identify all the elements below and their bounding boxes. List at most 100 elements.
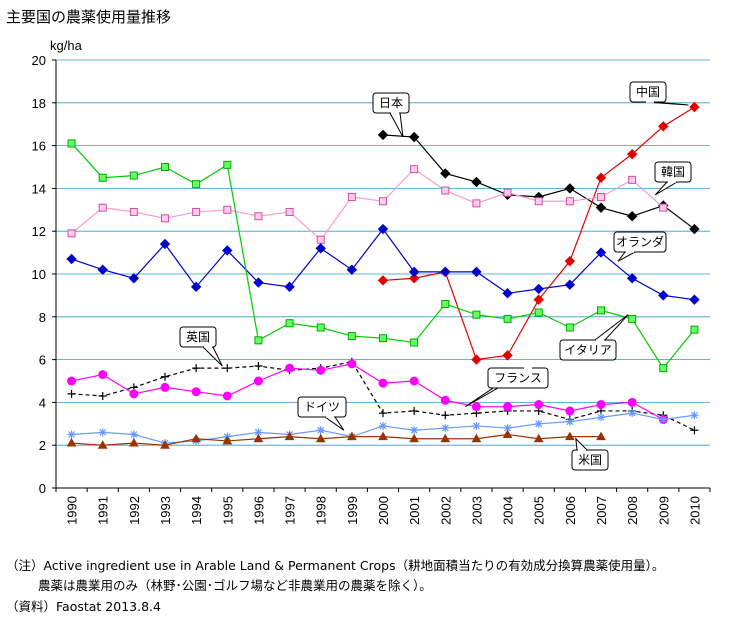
callout-box xyxy=(559,339,617,361)
data-point xyxy=(626,273,638,284)
series-line xyxy=(71,433,601,446)
data-point xyxy=(253,277,264,288)
x-tick-label: 2000 xyxy=(376,496,391,525)
data-point xyxy=(377,129,389,141)
data-point xyxy=(222,435,233,445)
series-4 xyxy=(66,223,700,305)
series-label-callout: フランス xyxy=(465,367,549,408)
data-point xyxy=(659,415,668,424)
series-label-callout: イタリア xyxy=(559,314,629,361)
data-point xyxy=(626,148,638,160)
data-point xyxy=(471,433,482,443)
data-point xyxy=(346,431,357,441)
data-point xyxy=(98,428,107,437)
data-point xyxy=(565,406,575,416)
data-point xyxy=(659,364,668,373)
data-point xyxy=(378,378,388,388)
data-point xyxy=(597,192,605,201)
data-point xyxy=(626,211,638,222)
data-point xyxy=(595,247,607,258)
data-point xyxy=(67,430,76,439)
data-point xyxy=(97,440,108,449)
data-point xyxy=(534,197,543,206)
data-point xyxy=(628,409,637,418)
data-point xyxy=(409,433,420,443)
data-point xyxy=(315,243,326,254)
data-point xyxy=(254,362,263,371)
data-point xyxy=(409,376,419,386)
series-label-callout: ドイツ xyxy=(297,396,347,431)
data-point xyxy=(533,294,544,305)
series-label-callout: 英国 xyxy=(179,326,223,367)
series-label-callout: 日本 xyxy=(372,92,410,138)
data-point xyxy=(284,281,295,293)
data-point xyxy=(564,279,576,290)
data-point xyxy=(192,364,201,373)
data-point xyxy=(316,323,325,332)
data-point xyxy=(503,424,512,433)
data-point xyxy=(128,273,140,284)
line-chart: 0 2 4 6 8 10 12 14 16 18 20 kg/ha 1990 1991 1992 1993 19… xyxy=(32,38,711,525)
y-axis-label: kg/ha xyxy=(50,38,83,53)
y-tick-label: 18 xyxy=(32,96,46,111)
data-point xyxy=(66,438,77,447)
callout-box xyxy=(487,367,549,389)
data-point xyxy=(597,413,605,422)
data-point xyxy=(564,255,576,267)
x-tick-label: 1994 xyxy=(189,496,204,525)
data-point xyxy=(284,431,295,441)
data-point xyxy=(254,336,263,345)
data-point xyxy=(690,325,699,334)
data-point xyxy=(628,314,637,323)
data-point xyxy=(408,266,420,278)
series-label: 英国 xyxy=(186,330,210,344)
data-point xyxy=(128,438,139,447)
data-point xyxy=(191,387,201,397)
data-point xyxy=(192,180,201,189)
data-point xyxy=(129,430,138,439)
data-point xyxy=(628,175,637,184)
data-point xyxy=(191,433,202,443)
data-point xyxy=(408,273,420,284)
callout-box xyxy=(179,326,217,348)
data-point xyxy=(503,402,513,412)
x-tick-label: 2003 xyxy=(469,496,484,525)
y-tick-label: 14 xyxy=(32,181,46,196)
data-point xyxy=(410,406,419,415)
data-point xyxy=(223,205,232,214)
data-point xyxy=(161,214,169,223)
data-point xyxy=(347,332,356,341)
data-point xyxy=(316,426,325,435)
data-point xyxy=(129,171,138,180)
data-point xyxy=(377,223,389,235)
data-point xyxy=(253,433,264,443)
data-point xyxy=(346,264,358,275)
x-tick-label: 1992 xyxy=(127,496,142,525)
y-tick-label: 10 xyxy=(32,267,46,282)
data-point xyxy=(597,306,605,315)
data-point xyxy=(410,165,419,174)
data-point xyxy=(689,223,700,235)
data-point xyxy=(98,203,107,212)
data-point xyxy=(97,264,108,275)
series-label-callout: 米国 xyxy=(571,437,609,471)
data-point xyxy=(377,275,389,286)
x-tick-label: 2005 xyxy=(532,496,547,525)
data-point xyxy=(378,431,388,441)
series-label: 中国 xyxy=(636,84,660,99)
data-point xyxy=(658,121,669,132)
data-point xyxy=(595,202,607,213)
data-point xyxy=(503,314,512,323)
y-tick-label: 16 xyxy=(32,139,46,154)
data-point xyxy=(472,421,481,430)
data-point xyxy=(689,294,700,305)
data-point xyxy=(223,160,232,169)
series-label-callout: 中国 xyxy=(629,81,689,106)
data-point xyxy=(627,397,637,407)
data-point xyxy=(595,172,607,183)
data-point xyxy=(534,400,544,410)
data-point xyxy=(379,421,387,430)
data-point xyxy=(441,299,450,308)
series-label: 米国 xyxy=(578,453,602,467)
series-label: ドイツ xyxy=(304,400,340,414)
